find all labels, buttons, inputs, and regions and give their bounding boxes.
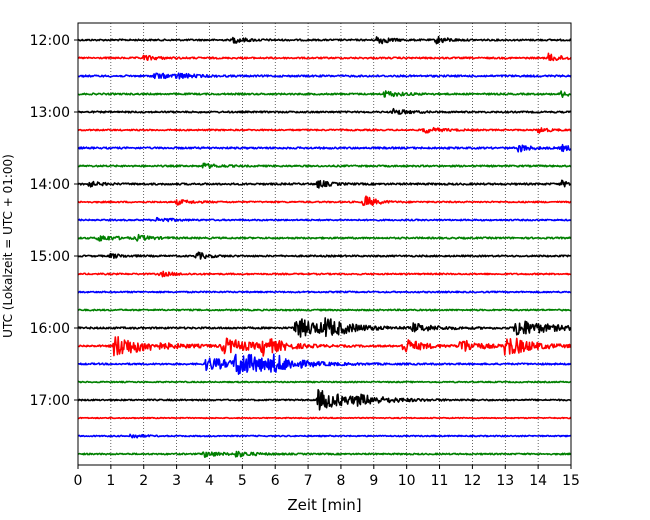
trace-1200: [77, 35, 572, 45]
trace-1700: [77, 388, 572, 411]
y-tick-label-1300: 13:00: [30, 105, 70, 121]
trace-1300: [77, 107, 572, 115]
trace-1415: [77, 195, 572, 207]
trace-1745: [77, 450, 572, 458]
x-tick-label-11: 11: [431, 473, 449, 489]
y-axis-ticks: 12:00 13:00 14:00 15:00 16:00 17:00: [30, 33, 78, 409]
trace-1500: [77, 251, 572, 260]
x-tick-label-2: 2: [139, 473, 148, 489]
trace-1330: [77, 143, 572, 153]
trace-1245: [77, 90, 572, 99]
x-tick-label-13: 13: [496, 473, 514, 489]
y-tick-label-1200: 12:00: [30, 33, 70, 49]
y-axis-label: UTC (Lokalzeit = UTC + 01:00): [1, 154, 15, 338]
trace-1215: [77, 52, 572, 62]
y-tick-label-1500: 15:00: [30, 249, 70, 265]
trace-1315: [77, 126, 572, 134]
trace-1545: [77, 308, 572, 312]
x-tick-label-15: 15: [562, 473, 580, 489]
trace-1730: [77, 433, 572, 439]
trace-1430: [77, 216, 572, 223]
trace-1600: [77, 317, 572, 338]
x-tick-label-3: 3: [172, 473, 181, 489]
trace-1645: [77, 380, 572, 384]
seismic-traces: [77, 35, 572, 458]
x-tick-label-14: 14: [529, 473, 547, 489]
trace-1400: [77, 179, 572, 189]
y-tick-label-1600: 16:00: [30, 321, 70, 337]
x-axis-ticks: 0 1 2 3 4 5 6 7 8 9 10 11 12 13 14 15: [74, 465, 580, 489]
trace-1715: [77, 416, 572, 420]
x-tick-label-12: 12: [463, 473, 481, 489]
trace-1445: [77, 233, 572, 242]
y-tick-label-1700: 17:00: [30, 393, 70, 409]
x-tick-label-0: 0: [74, 473, 83, 489]
trace-1615: [77, 336, 572, 357]
x-tick-label-7: 7: [304, 473, 313, 489]
trace-1515: [77, 270, 572, 278]
y-tick-label-1400: 14:00: [30, 177, 70, 193]
trace-1530: [77, 290, 572, 294]
trace-1345: [77, 162, 572, 170]
trace-1630: [77, 353, 572, 376]
trace-1230: [77, 72, 572, 80]
x-axis-label: Zeit [min]: [287, 496, 361, 514]
x-tick-label-4: 4: [205, 473, 214, 489]
x-tick-label-1: 1: [106, 473, 115, 489]
x-tick-label-6: 6: [271, 473, 280, 489]
x-tick-label-9: 9: [369, 473, 378, 489]
x-tick-label-8: 8: [336, 473, 345, 489]
x-tick-label-5: 5: [238, 473, 247, 489]
plot-frame: [77, 22, 572, 466]
x-tick-label-10: 10: [398, 473, 416, 489]
